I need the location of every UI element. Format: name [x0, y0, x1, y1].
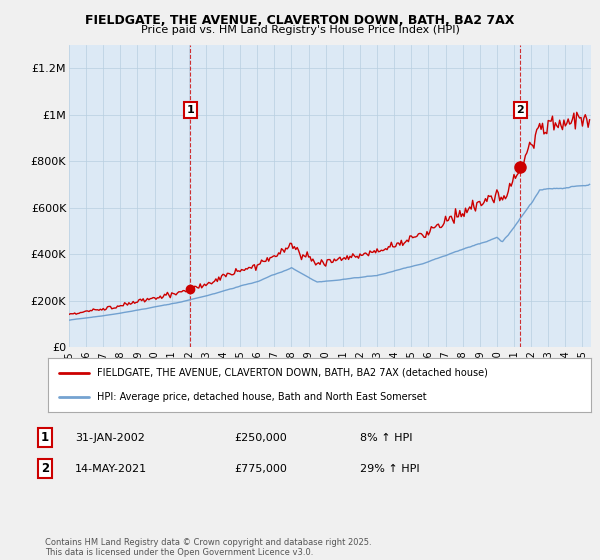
Text: 8% ↑ HPI: 8% ↑ HPI — [360, 433, 413, 443]
Text: Contains HM Land Registry data © Crown copyright and database right 2025.
This d: Contains HM Land Registry data © Crown c… — [45, 538, 371, 557]
Text: 2: 2 — [517, 105, 524, 115]
Text: 31-JAN-2002: 31-JAN-2002 — [75, 433, 145, 443]
Text: FIELDGATE, THE AVENUE, CLAVERTON DOWN, BATH, BA2 7AX: FIELDGATE, THE AVENUE, CLAVERTON DOWN, B… — [85, 14, 515, 27]
Text: £775,000: £775,000 — [234, 464, 287, 474]
Text: 29% ↑ HPI: 29% ↑ HPI — [360, 464, 419, 474]
Text: £250,000: £250,000 — [234, 433, 287, 443]
Text: 2: 2 — [41, 462, 49, 475]
Text: HPI: Average price, detached house, Bath and North East Somerset: HPI: Average price, detached house, Bath… — [97, 392, 427, 402]
Text: 1: 1 — [41, 431, 49, 445]
Text: FIELDGATE, THE AVENUE, CLAVERTON DOWN, BATH, BA2 7AX (detached house): FIELDGATE, THE AVENUE, CLAVERTON DOWN, B… — [97, 368, 488, 378]
Text: Price paid vs. HM Land Registry's House Price Index (HPI): Price paid vs. HM Land Registry's House … — [140, 25, 460, 35]
Text: 1: 1 — [186, 105, 194, 115]
Text: 14-MAY-2021: 14-MAY-2021 — [75, 464, 147, 474]
